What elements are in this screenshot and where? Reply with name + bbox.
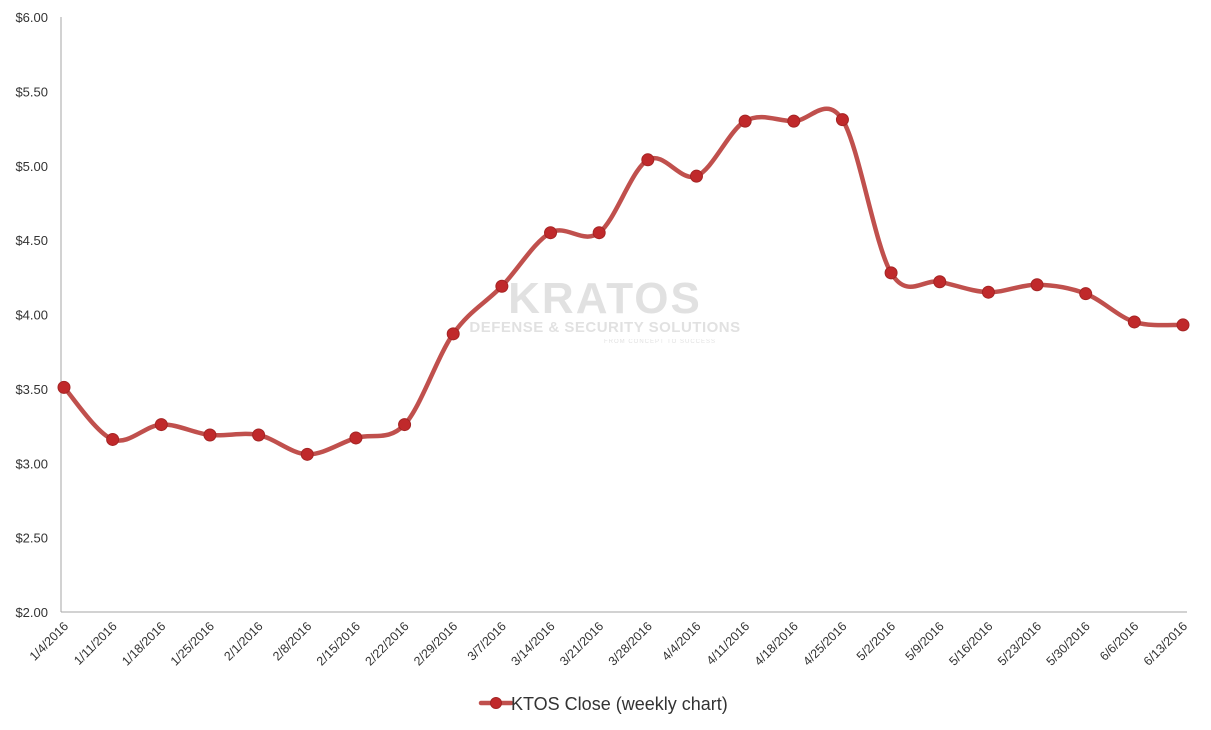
y-tick-label: $2.00 xyxy=(15,605,48,620)
kratos-logo-watermark: KRATOS DEFENSE & SECURITY SOLUTIONS FROM… xyxy=(469,274,740,345)
x-tick-label: 4/4/2016 xyxy=(659,619,703,663)
data-point xyxy=(349,431,363,445)
data-point xyxy=(57,380,71,394)
x-tick-label: 6/6/2016 xyxy=(1097,619,1141,663)
y-tick-label: $2.50 xyxy=(15,531,48,546)
x-tick-label: 3/14/2016 xyxy=(508,619,557,668)
x-tick-label: 4/18/2016 xyxy=(752,619,801,668)
legend-marker-swatch xyxy=(490,697,502,709)
x-tick-label: 2/8/2016 xyxy=(270,619,314,663)
x-tick-label: 2/15/2016 xyxy=(314,619,363,668)
data-point xyxy=(252,428,266,442)
legend-label: KTOS Close (weekly chart) xyxy=(511,694,728,714)
data-point xyxy=(106,432,120,446)
x-tick-label: 1/25/2016 xyxy=(168,619,217,668)
x-tick-label: 1/11/2016 xyxy=(71,619,120,668)
x-tick-labels: 1/4/2016 1/11/2016 1/18/2016 1/25/2016 2/1/2… xyxy=(27,619,1190,668)
x-tick-label: 5/23/2016 xyxy=(995,619,1044,668)
y-tick-label: $3.50 xyxy=(15,382,48,397)
y-tick-labels: $2.00 $2.50 $3.00 $3.50 $4.00 $4.50 $5.00 $5.50… xyxy=(15,10,48,620)
data-point xyxy=(446,327,460,341)
x-tick-label: 3/7/2016 xyxy=(465,619,509,663)
data-point xyxy=(981,285,995,299)
x-tick-label: 3/28/2016 xyxy=(606,619,655,668)
data-point xyxy=(398,418,412,432)
axes xyxy=(60,17,1187,613)
y-tick-label: $4.00 xyxy=(15,308,48,323)
x-tick-label: 2/29/2016 xyxy=(411,619,460,668)
data-point xyxy=(1127,315,1141,329)
y-tick-label: $5.00 xyxy=(15,159,48,174)
x-tick-label: 3/21/2016 xyxy=(557,619,606,668)
x-tick-label: 2/22/2016 xyxy=(362,619,411,668)
x-tick-label: 5/16/2016 xyxy=(946,619,995,668)
x-tick-label: 6/13/2016 xyxy=(1141,619,1190,668)
x-tick-label: 4/11/2016 xyxy=(704,619,753,668)
x-tick-label: 2/1/2016 xyxy=(221,619,265,663)
y-tick-label: $6.00 xyxy=(15,10,48,25)
x-tick-label: 1/4/2016 xyxy=(27,619,71,663)
data-point xyxy=(787,114,801,128)
data-point xyxy=(1079,287,1093,301)
x-tick-label: 5/9/2016 xyxy=(903,619,947,663)
y-tick-label: $5.50 xyxy=(15,84,48,99)
data-point xyxy=(495,279,509,293)
data-point xyxy=(1030,278,1044,292)
data-point xyxy=(300,447,314,461)
data-point xyxy=(835,113,849,127)
data-point xyxy=(738,114,752,128)
data-point xyxy=(933,275,947,289)
x-tick-label: 1/18/2016 xyxy=(119,619,168,668)
x-tick-label: 4/25/2016 xyxy=(800,619,849,668)
data-point xyxy=(689,169,703,183)
legend: KTOS Close (weekly chart) xyxy=(478,694,728,714)
data-point xyxy=(884,266,898,280)
series xyxy=(57,106,1190,461)
watermark-tagline: DEFENSE & SECURITY SOLUTIONS xyxy=(469,319,740,336)
x-tick-label: 5/30/2016 xyxy=(1044,619,1093,668)
data-point xyxy=(203,428,217,442)
y-tick-label: $3.00 xyxy=(15,456,48,471)
x-tick-label: 5/2/2016 xyxy=(854,619,898,663)
data-point xyxy=(544,226,558,240)
data-point xyxy=(1176,318,1190,332)
data-point xyxy=(592,226,606,240)
data-point xyxy=(641,153,655,167)
y-tick-label: $4.50 xyxy=(15,233,48,248)
watermark-small-line: FROM CONCEPT TO SUCCESS xyxy=(604,339,716,345)
data-point xyxy=(154,418,168,432)
watermark-logo-text: KRATOS xyxy=(508,274,702,323)
